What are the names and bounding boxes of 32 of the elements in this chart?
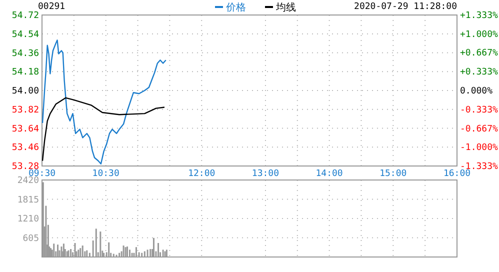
y-tick-label: 605 xyxy=(22,234,39,244)
y-tick-label: 54.36 xyxy=(12,48,39,59)
y-tick-label: 54.18 xyxy=(12,68,39,78)
y-tick-label: 2420 xyxy=(17,176,39,186)
y-tick-label: 1210 xyxy=(17,214,39,224)
line-series xyxy=(42,40,166,164)
y-tick-label: 54.00 xyxy=(12,86,39,96)
x-tick-label: 14:00 xyxy=(316,169,343,179)
y2-tick-label: 0.000% xyxy=(460,86,494,96)
x-tick-label: 16:00 xyxy=(443,169,471,179)
chart-title: 00291 xyxy=(38,2,66,12)
y-tick-label: 53.46 xyxy=(12,143,39,154)
x-tick-label: 15:00 xyxy=(380,169,407,179)
y-tick-label: 1815 xyxy=(17,195,39,206)
x-tick-label: 12:00 xyxy=(188,169,216,179)
y2-tick-label: -0.667% xyxy=(460,124,499,134)
y-tick-label: 53.82 xyxy=(12,105,39,116)
line-series xyxy=(42,97,166,162)
y-tick-label: 54.72 xyxy=(12,11,39,21)
text: 2020-07-29 11:28:00 xyxy=(354,2,457,12)
y2-tick-label: +1.333% xyxy=(460,11,499,21)
y2-tick-label: +0.333% xyxy=(460,68,499,78)
y2-tick-label: +0.667% xyxy=(460,48,499,59)
legend-label: 价格 xyxy=(225,2,246,14)
y-tick-label: 54.54 xyxy=(12,30,39,40)
y2-tick-label: -1.000% xyxy=(460,143,499,154)
legend-label: 均线 xyxy=(275,2,296,14)
y-tick-label: 53.64 xyxy=(12,124,39,134)
y2-tick-label: +1.000% xyxy=(460,30,499,40)
x-tick-label: 10:30 xyxy=(92,169,120,179)
x-tick-label: 13:00 xyxy=(252,169,280,179)
y2-tick-label: -0.333% xyxy=(460,105,499,116)
